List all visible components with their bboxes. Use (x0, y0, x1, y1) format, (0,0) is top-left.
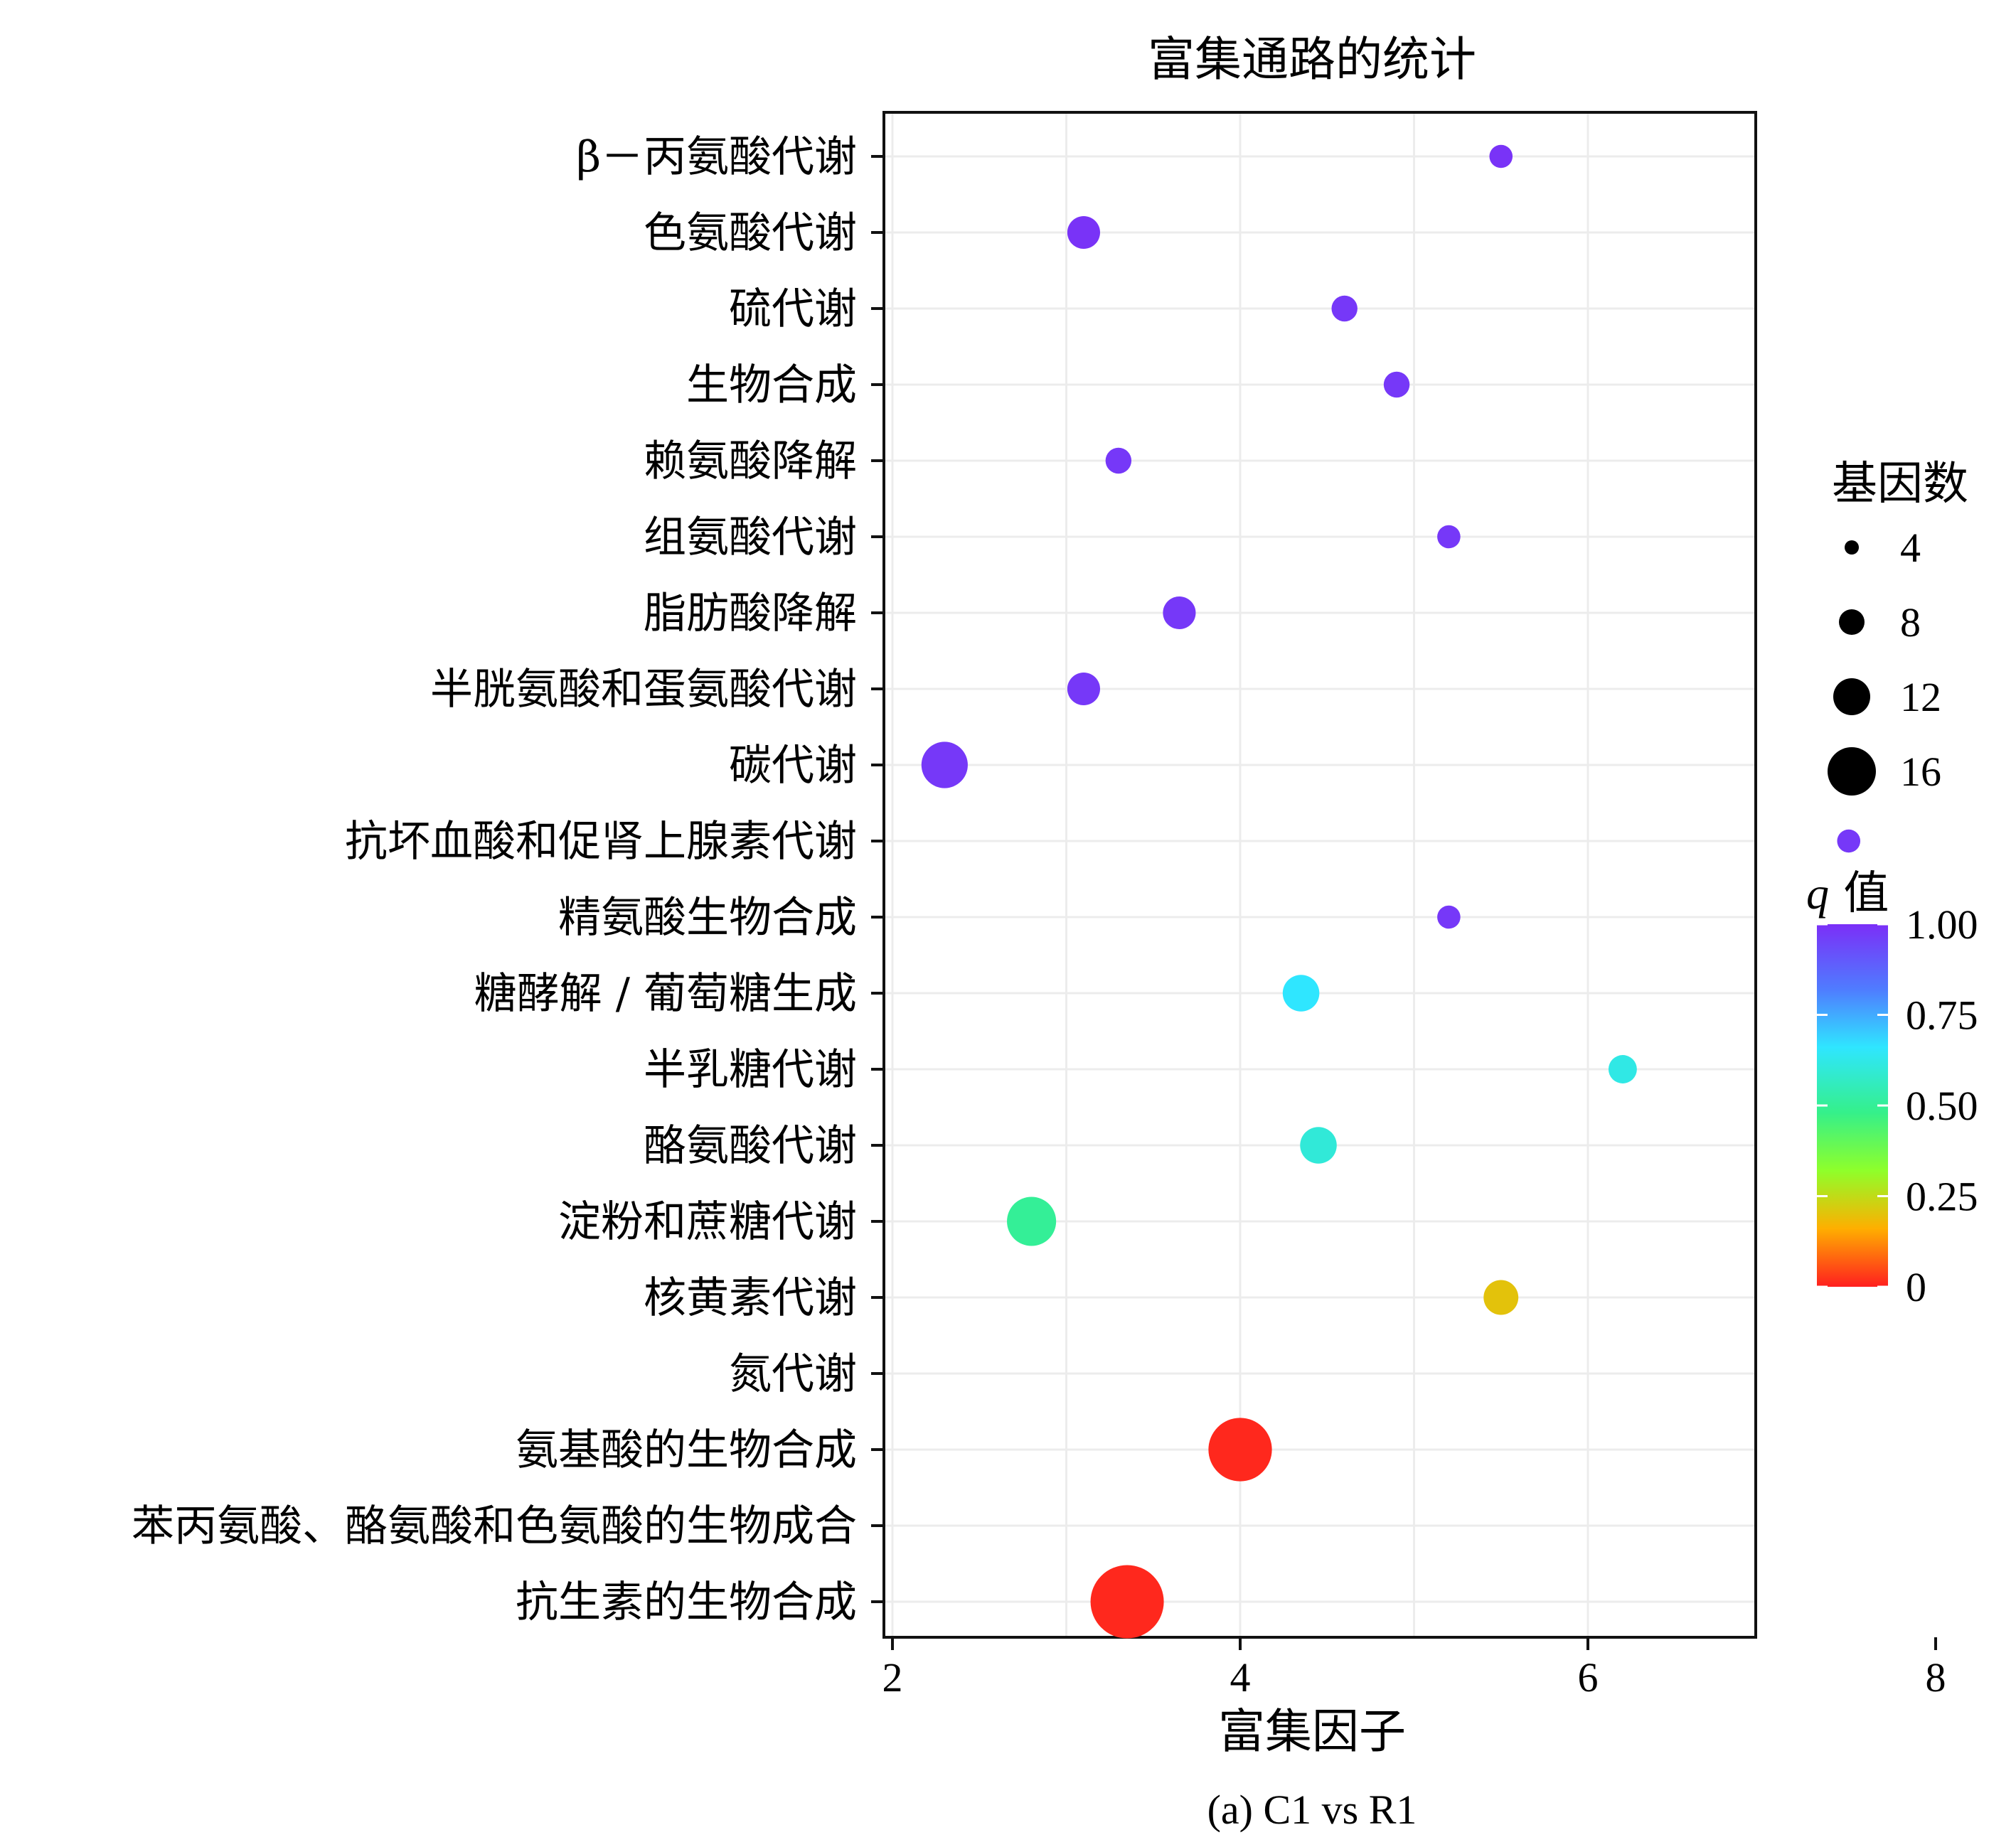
size-legend-label: 16 (1900, 749, 1941, 795)
grid-layer (884, 112, 1756, 1637)
category-label: 生物合成 (686, 360, 857, 410)
category-label: 抗坏血酸和促肾上腺素代谢 (345, 817, 857, 867)
color-legend-ticks: 1.00 0.75 0.50 0.25 0 (1817, 901, 1978, 1310)
category-label: 苯丙氨酸、酪氨酸和色氨酸的生物成合 (132, 1501, 857, 1551)
category-label: 糖酵解 / 葡萄糖生成 (474, 969, 857, 1019)
size-legend-title: 基因数 (1832, 458, 1968, 510)
data-point (1437, 525, 1461, 549)
x-axis-ticks: 246810 (882, 1637, 1946, 1701)
size-legend-label: 8 (1900, 599, 1921, 646)
category-label: 氮代谢 (729, 1349, 857, 1399)
category-label: 精氨酸生物合成 (558, 893, 857, 943)
color-legend-label: 0 (1906, 1264, 1926, 1310)
color-legend-label: 0.75 (1906, 992, 1978, 1039)
color-legend-label: 0.25 (1906, 1174, 1978, 1220)
size-legend-dot (1833, 678, 1870, 715)
category-label: 半胱氨酸和蛋氨酸代谢 (430, 665, 857, 714)
color-legend-title: q 值 (1806, 867, 1889, 920)
category-label: 组氨酸代谢 (644, 513, 857, 562)
data-point (1489, 144, 1513, 168)
category-label: 抗生素的生物合成 (516, 1578, 857, 1627)
color-legend-title-suffix: 值 (1829, 867, 1889, 920)
category-label: 酪氨酸代谢 (644, 1121, 857, 1171)
data-point (1331, 295, 1358, 322)
data-point (1282, 975, 1320, 1012)
color-bar (1817, 924, 1888, 1287)
category-label: β－丙氨酸代谢 (576, 132, 857, 182)
size-legend-label: 12 (1900, 674, 1941, 720)
category-label: 半乳糖代谢 (644, 1045, 857, 1095)
data-point (1437, 905, 1461, 929)
x-tick-label: 6 (1578, 1654, 1599, 1701)
data-point (1105, 447, 1132, 474)
data-point (1007, 1196, 1057, 1246)
size-legend-dot (1839, 609, 1865, 635)
category-labels: β－丙氨酸代谢色氨酸代谢硫代谢生物合成赖氨酸降解组氨酸代谢脂肪酸降解半胱氨酸和蛋… (132, 132, 884, 1627)
category-label: 赖氨酸降解 (644, 437, 857, 486)
points-layer (921, 144, 1861, 1639)
color-legend-title-q: q (1806, 868, 1829, 919)
category-label: 氨基酸的生物合成 (516, 1425, 857, 1475)
data-point (1383, 371, 1410, 398)
category-label: 淀粉和蔗糖代谢 (558, 1197, 857, 1247)
category-label: 脂肪酸降解 (644, 589, 857, 638)
data-point (1163, 596, 1196, 630)
plot-border (882, 111, 1757, 1639)
x-axis-label: 富集因子 (1218, 1704, 1406, 1759)
size-legend-dot (1845, 540, 1859, 555)
size-legend-dot (1828, 747, 1876, 796)
data-point (1090, 1565, 1164, 1639)
color-legend-label: 0.50 (1906, 1083, 1978, 1129)
figure-caption: (a) C1 vs R1 (1207, 1787, 1417, 1833)
category-label: 碳代谢 (729, 741, 857, 791)
category-label: 色氨酸代谢 (644, 208, 857, 258)
data-point (921, 742, 968, 788)
color-legend-label: 1.00 (1906, 901, 1978, 948)
category-label: 核黄素代谢 (644, 1273, 857, 1323)
data-point (1837, 829, 1861, 853)
category-label: 硫代谢 (729, 284, 857, 334)
data-point (1208, 1418, 1272, 1482)
data-point (1067, 215, 1100, 250)
x-tick-label: 2 (882, 1654, 903, 1701)
data-point (1608, 1055, 1637, 1083)
size-legend-label: 4 (1900, 525, 1921, 571)
data-point (1067, 672, 1100, 706)
x-tick-label: 4 (1230, 1654, 1251, 1701)
x-tick-label: 8 (1926, 1654, 1946, 1701)
chart-title: 富集通路的统计 (1148, 32, 1476, 87)
data-point (1483, 1280, 1519, 1315)
size-legend: 4 8 12 16 (1828, 525, 1941, 796)
data-point (1300, 1127, 1337, 1164)
